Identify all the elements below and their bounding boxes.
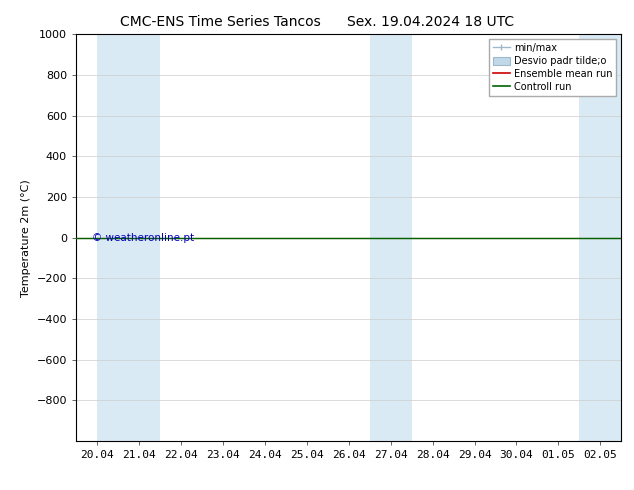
Bar: [370, 34, 411, 441]
Text: CMC-ENS Time Series Tancos      Sex. 19.04.2024 18 UTC: CMC-ENS Time Series Tancos Sex. 19.04.20…: [120, 15, 514, 29]
Bar: [579, 34, 621, 441]
Bar: [97, 34, 118, 441]
Bar: [118, 34, 160, 441]
Legend: min/max, Desvio padr tilde;o, Ensemble mean run, Controll run: min/max, Desvio padr tilde;o, Ensemble m…: [489, 39, 616, 96]
Y-axis label: Temperature 2m (°C): Temperature 2m (°C): [21, 179, 31, 296]
Text: © weatheronline.pt: © weatheronline.pt: [93, 233, 195, 244]
